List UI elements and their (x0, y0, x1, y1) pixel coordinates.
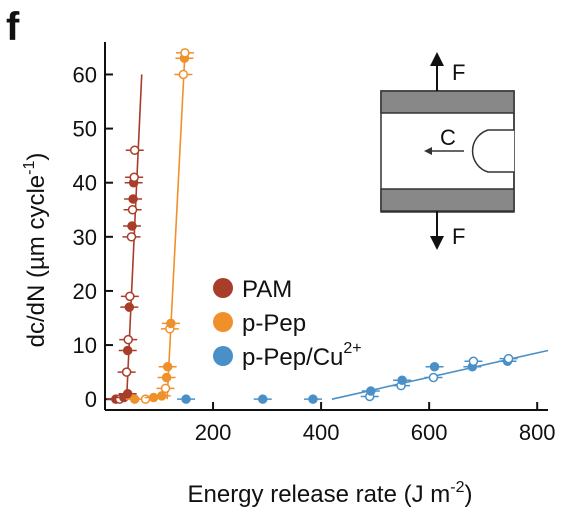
data-point (127, 205, 138, 215)
fit-line (166, 52, 186, 400)
data-points (106, 48, 518, 404)
data-point (121, 367, 132, 377)
y-tick-label: 30 (73, 225, 97, 250)
legend-label: p-Pep/Cu2+ (242, 340, 362, 371)
legend-marker (213, 278, 233, 298)
crack-label: C (440, 125, 456, 150)
data-point (129, 172, 139, 183)
data-point (161, 372, 172, 383)
data-point (366, 386, 376, 396)
legend-marker (213, 346, 233, 366)
axis-ticks: 200 400 600 800 0 10 20 30 40 50 60 (73, 62, 556, 445)
inset-schematic: F F C (380, 52, 515, 250)
data-point (128, 194, 138, 204)
inset-top-clamp (380, 90, 515, 114)
fit-line (331, 349, 549, 400)
x-tick-label: 800 (519, 420, 556, 445)
legend-label: PAM (242, 276, 292, 303)
data-point (258, 394, 268, 404)
force-label-bottom: F (452, 224, 465, 249)
x-tick-label: 200 (195, 420, 232, 445)
y-axis-label: dc/dN (µm cycle-1) (21, 153, 50, 348)
data-point (122, 345, 133, 356)
x-tick-label: 600 (411, 420, 448, 445)
legend: PAM p-Pep p-Pep/Cu2+ (213, 276, 362, 371)
data-point (178, 69, 189, 80)
data-point (126, 232, 137, 242)
data-point (124, 302, 135, 312)
panel-label: f (6, 5, 20, 49)
plot-axes (104, 42, 548, 411)
x-axis-label: Energy release rate (J m-2) (187, 479, 472, 508)
legend-label: p-Pep (242, 310, 306, 337)
y-tick-label: 10 (73, 333, 97, 358)
y-tick-label: 40 (73, 171, 97, 196)
data-point (429, 361, 440, 372)
data-point (428, 372, 439, 383)
inset-crack-arrowhead (424, 147, 432, 155)
data-point (162, 361, 173, 372)
force-label-top: F (452, 60, 465, 85)
inset-notch (471, 113, 515, 189)
data-point (180, 48, 190, 58)
data-point (397, 375, 407, 385)
force-arrowhead-up (430, 52, 444, 66)
y-tick-label: 60 (73, 62, 97, 87)
data-point (125, 291, 135, 302)
data-point (148, 392, 159, 403)
force-arrowhead-down (430, 236, 444, 250)
x-tick-label: 400 (303, 420, 340, 445)
data-point (123, 334, 133, 345)
data-point (503, 353, 514, 364)
inset-bottom-clamp (380, 188, 515, 212)
data-point (468, 356, 479, 367)
legend-marker (213, 312, 233, 332)
data-point (140, 394, 151, 404)
data-point (181, 394, 191, 404)
data-point (308, 394, 318, 404)
data-point (122, 389, 133, 399)
y-tick-label: 20 (73, 279, 97, 304)
data-point (156, 391, 167, 401)
data-point (129, 145, 140, 155)
data-point (166, 318, 176, 329)
data-point (127, 221, 137, 231)
data-point (160, 383, 171, 394)
y-tick-label: 0 (85, 387, 97, 412)
y-tick-label: 50 (73, 117, 97, 142)
